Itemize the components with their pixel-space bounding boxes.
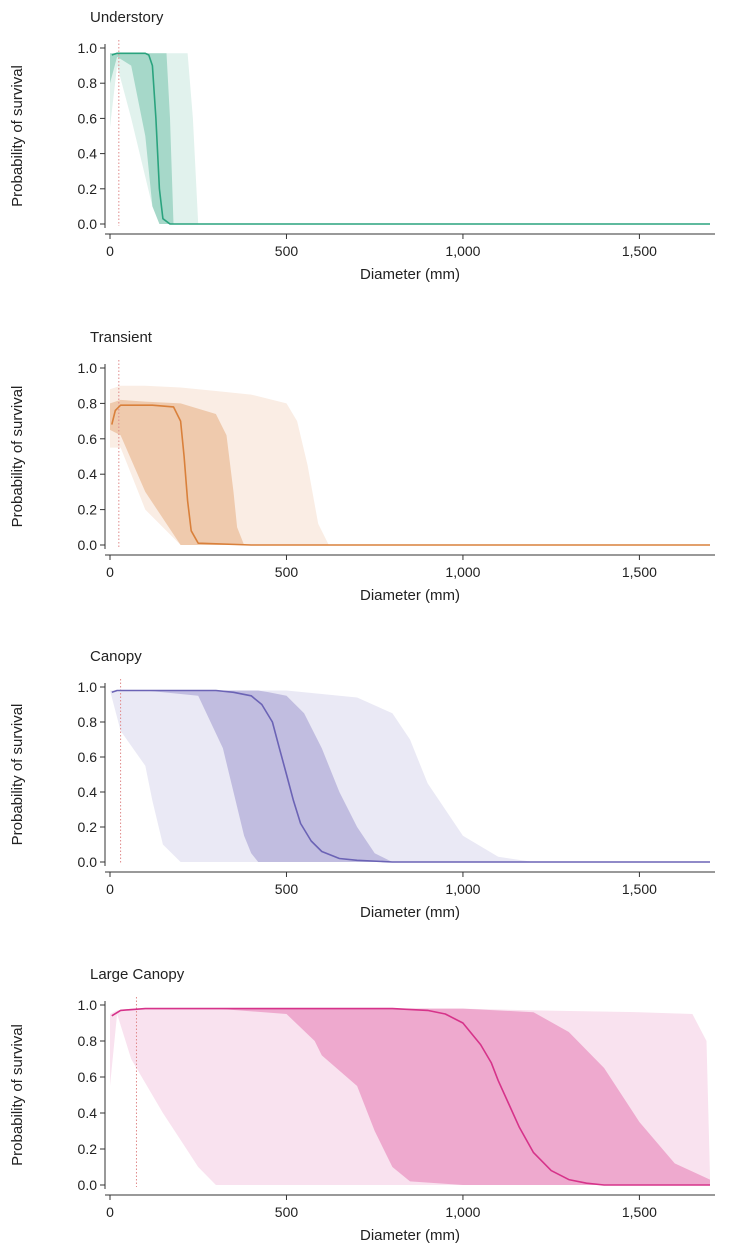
y-tick-label: 0.0 — [78, 216, 98, 232]
confidence-band-outer — [110, 53, 710, 224]
y-tick-label: 0.6 — [78, 1069, 98, 1085]
y-tick-label: 0.2 — [78, 1141, 98, 1157]
x-tick-label: 500 — [275, 564, 299, 580]
y-tick-label: 0.4 — [78, 466, 98, 482]
x-tick-label: 0 — [106, 1204, 114, 1220]
x-tick-label: 1,500 — [622, 243, 657, 259]
y-tick-label: 1.0 — [78, 40, 98, 56]
y-tick-label: 0.4 — [78, 784, 98, 800]
y-axis-label: Probability of survival — [9, 65, 26, 207]
y-axis-label: Probability of survival — [9, 1024, 26, 1166]
confidence-band-outer — [110, 690, 710, 862]
x-tick-label: 1,500 — [622, 564, 657, 580]
confidence-band-inner — [110, 1008, 710, 1185]
x-axis-label: Diameter (mm) — [360, 1227, 460, 1244]
y-tick-label: 1.0 — [78, 997, 98, 1013]
panel-title: Large Canopy — [90, 966, 185, 983]
survival-curve — [111, 52, 710, 225]
panel-4: Large Canopy 0.0 0.2 0.4 0.6 0.8 1.0 0 500 1,000 1… — [9, 966, 715, 1244]
y-tick-label: 0.6 — [78, 749, 98, 765]
y-tick-label: 0.8 — [78, 714, 98, 730]
x-tick-label: 0 — [106, 881, 114, 897]
x-tick-label: 500 — [275, 881, 299, 897]
confidence-band-inner — [110, 399, 710, 545]
survival-curve — [111, 1007, 710, 1186]
y-tick-label: 0.8 — [78, 1033, 98, 1049]
y-tick-label: 0.0 — [78, 537, 98, 553]
x-tick-label: 500 — [275, 1204, 299, 1220]
panel-title: Understory — [90, 9, 164, 26]
x-tick-label: 1,000 — [445, 1204, 480, 1220]
y-tick-label: 0.4 — [78, 146, 98, 162]
y-axis-label: Probability of survival — [9, 386, 26, 528]
panel-1: Understory 0.0 0.2 0.4 0.6 0.8 1.0 0 500 1,000 1,5… — [9, 9, 715, 283]
x-tick-label: 0 — [106, 564, 114, 580]
survival-curve — [111, 404, 710, 546]
y-tick-label: 1.0 — [78, 360, 98, 376]
y-tick-label: 0.2 — [78, 181, 98, 197]
y-tick-label: 0.6 — [78, 110, 98, 126]
x-tick-label: 0 — [106, 243, 114, 259]
y-tick-label: 0.2 — [78, 819, 98, 835]
y-tick-label: 0.0 — [78, 854, 98, 870]
y-tick-label: 0.0 — [78, 1177, 98, 1193]
y-tick-label: 0.8 — [78, 395, 98, 411]
y-tick-label: 0.2 — [78, 502, 98, 518]
panel-title: Canopy — [90, 648, 142, 665]
x-tick-label: 1,000 — [445, 564, 480, 580]
x-tick-label: 500 — [275, 243, 299, 259]
y-tick-label: 1.0 — [78, 679, 98, 695]
confidence-band-inner — [110, 690, 710, 862]
x-axis-label: Diameter (mm) — [360, 266, 460, 283]
x-tick-label: 1,500 — [622, 1204, 657, 1220]
survival-curve — [111, 689, 710, 863]
x-tick-label: 1,000 — [445, 881, 480, 897]
panel-3: Canopy 0.0 0.2 0.4 0.6 0.8 1.0 0 500 1,000 1,500 Di… — [9, 648, 715, 921]
panel-2: Transient 0.0 0.2 0.4 0.6 0.8 1.0 0 500 1,000 1,50… — [9, 329, 715, 604]
confidence-band-outer — [110, 385, 710, 545]
confidence-band-inner — [110, 53, 710, 224]
y-axis-label: Probability of survival — [9, 704, 26, 846]
x-axis-label: Diameter (mm) — [360, 587, 460, 604]
y-tick-label: 0.6 — [78, 431, 98, 447]
y-tick-label: 0.8 — [78, 75, 98, 91]
x-axis-label: Diameter (mm) — [360, 904, 460, 921]
x-tick-label: 1,000 — [445, 243, 480, 259]
y-tick-label: 0.4 — [78, 1105, 98, 1121]
x-tick-label: 1,500 — [622, 881, 657, 897]
panel-title: Transient — [90, 329, 153, 346]
